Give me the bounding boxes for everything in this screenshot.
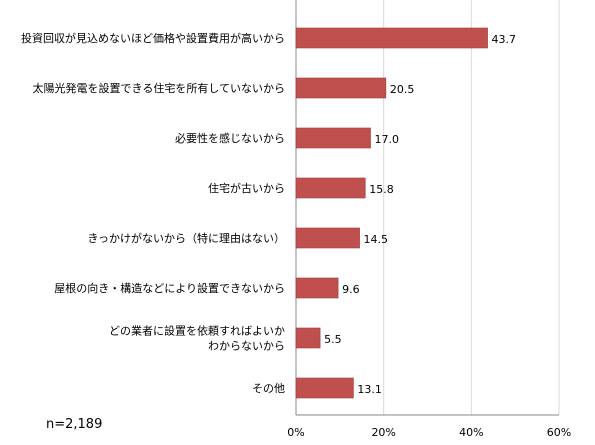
data-label: 14.5 [364, 233, 389, 246]
category-labels: 投資回収が見込めないほど価格や設置費用が高いから太陽光発電を設置できる住宅を所有… [21, 31, 285, 395]
bar [295, 227, 360, 249]
bar [295, 27, 488, 49]
category-label: 住宅が古いから [208, 181, 285, 195]
x-tick-label: 60% [547, 426, 571, 439]
category-label: 屋根の向き・構造などにより設置できないから [54, 281, 285, 295]
data-label: 9.6 [342, 283, 360, 296]
category-label: きっかけがないから（特に理由はない） [87, 231, 285, 245]
category-label: 太陽光発電を設置できる住宅を所有していないから [33, 81, 285, 95]
bar [295, 177, 366, 199]
data-label: 17.0 [375, 133, 400, 146]
data-label: 15.8 [369, 183, 394, 196]
x-tick-label: 20% [371, 426, 395, 439]
grid-lines [295, 0, 560, 416]
bar [295, 327, 321, 349]
data-label: 43.7 [492, 33, 516, 46]
bar [295, 127, 371, 149]
x-axis-ticks: 0% 20% 40% 60% [287, 426, 571, 439]
category-label: 投資回収が見込めないほど価格や設置費用が高いから [21, 31, 285, 45]
value-labels: 43.7 20.5 17.0 15.8 14.5 9.6 5.5 13.1 [324, 33, 516, 396]
bar [295, 377, 354, 399]
x-tick-label: 40% [459, 426, 483, 439]
bars [295, 27, 488, 399]
data-label: 5.5 [324, 333, 342, 346]
x-tick-label: 0% [287, 426, 304, 439]
data-label: 13.1 [357, 383, 382, 396]
category-label: 必要性を感じないから [175, 131, 285, 145]
bar [295, 77, 387, 99]
bar [295, 277, 339, 299]
category-label: どの業者に設置を依頼すればよいか [109, 324, 285, 338]
sample-size-note: n=2,189 [46, 417, 102, 432]
data-label: 20.5 [390, 83, 415, 96]
category-label: その他 [252, 382, 285, 395]
category-label: わからないから [208, 340, 285, 353]
